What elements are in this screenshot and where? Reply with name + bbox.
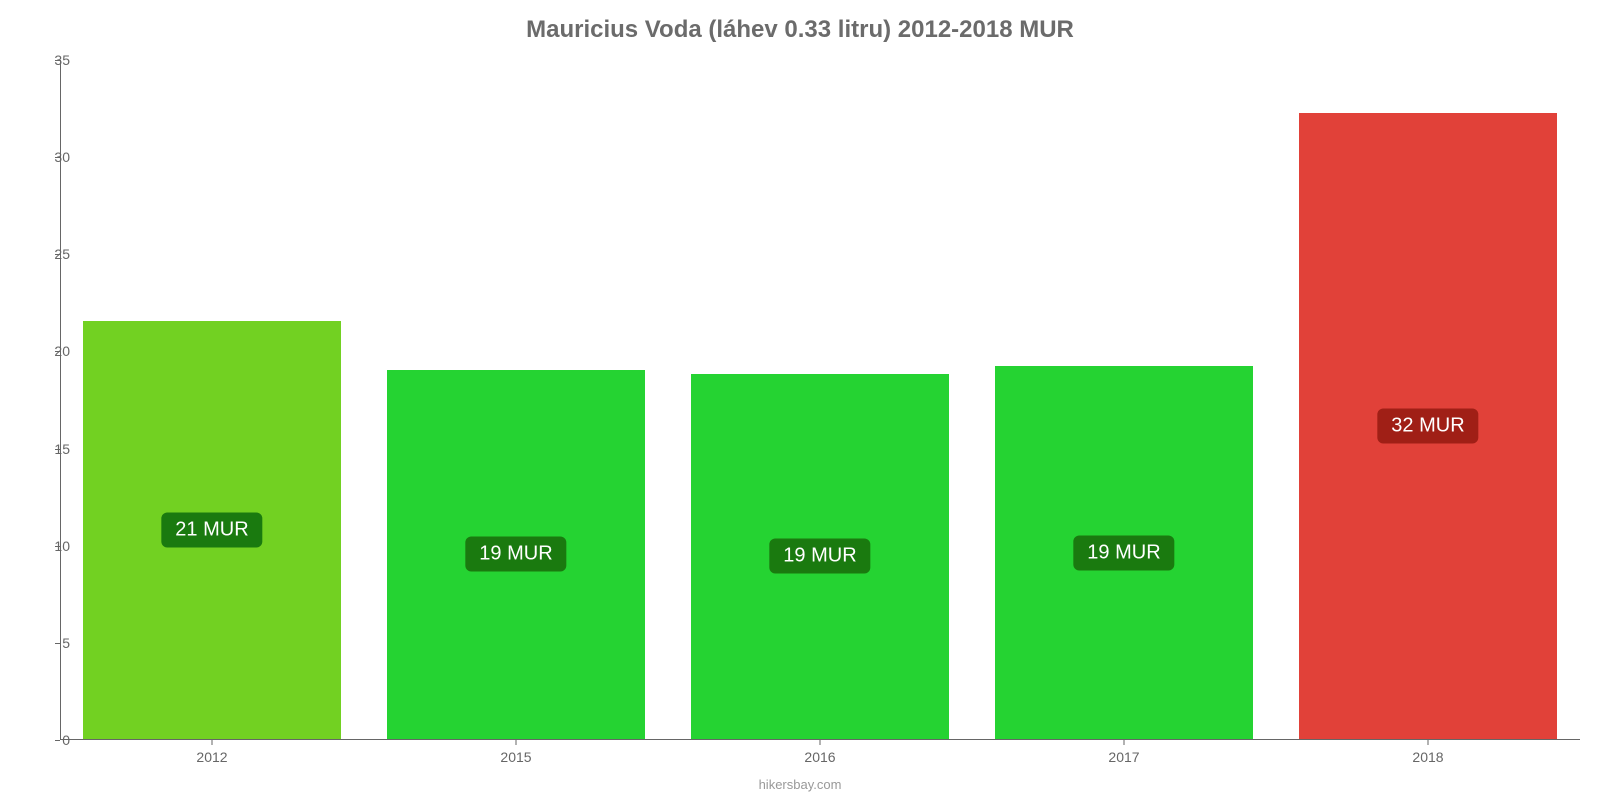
bar: 21 MUR — [83, 321, 341, 739]
y-tick-label: 20 — [30, 343, 70, 359]
bar: 32 MUR — [1299, 113, 1557, 739]
y-tick-label: 15 — [30, 441, 70, 457]
x-tick-label: 2012 — [196, 749, 227, 765]
bar-value-label: 32 MUR — [1377, 409, 1478, 444]
y-tick-label: 10 — [30, 538, 70, 554]
x-tick-label: 2018 — [1412, 749, 1443, 765]
bar: 19 MUR — [387, 370, 645, 739]
bar: 19 MUR — [995, 366, 1253, 739]
bar: 19 MUR — [691, 374, 949, 739]
footer-credit: hikersbay.com — [759, 777, 842, 792]
x-tick-mark — [1428, 740, 1429, 745]
x-tick-mark — [516, 740, 517, 745]
x-tick-label: 2016 — [804, 749, 835, 765]
chart-title: Mauricius Voda (láhev 0.33 litru) 2012-2… — [0, 0, 1600, 44]
x-tick-mark — [212, 740, 213, 745]
bar-value-label: 19 MUR — [1073, 535, 1174, 570]
bar-value-label: 21 MUR — [161, 513, 262, 548]
x-tick-mark — [1124, 740, 1125, 745]
y-tick-label: 5 — [30, 635, 70, 651]
y-tick-label: 25 — [30, 246, 70, 262]
x-tick-mark — [820, 740, 821, 745]
x-tick-label: 2015 — [500, 749, 531, 765]
y-tick-label: 0 — [30, 732, 70, 748]
bar-value-label: 19 MUR — [769, 539, 870, 574]
plot-area: 20122015201620172018 21 MUR19 MUR19 MUR1… — [60, 60, 1580, 740]
y-tick-label: 30 — [30, 149, 70, 165]
y-tick-label: 35 — [30, 52, 70, 68]
bar-value-label: 19 MUR — [465, 537, 566, 572]
x-tick-label: 2017 — [1108, 749, 1139, 765]
chart-container: Mauricius Voda (láhev 0.33 litru) 2012-2… — [0, 0, 1600, 800]
